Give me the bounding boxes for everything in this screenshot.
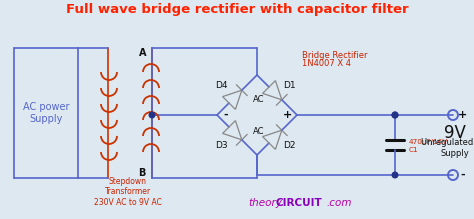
Text: Stepdown
Transformer
230V AC to 9V AC: Stepdown Transformer 230V AC to 9V AC [94,177,162,207]
Text: AC: AC [253,95,265,104]
Text: A: A [138,48,146,58]
Text: +: + [458,110,468,120]
Text: Unregulated DC
Supply: Unregulated DC Supply [421,138,474,158]
Text: D2: D2 [283,141,295,150]
Text: theory: theory [248,198,282,208]
Text: D4: D4 [215,81,227,90]
Text: AC power
Supply: AC power Supply [23,102,69,124]
Circle shape [392,112,398,118]
Text: 470uF/16V: 470uF/16V [409,139,448,145]
Text: Bridge Rectifier: Bridge Rectifier [302,51,367,60]
Text: D1: D1 [283,81,295,90]
Text: AC: AC [253,127,265,136]
Circle shape [392,112,398,118]
Circle shape [149,112,155,118]
Text: .com: .com [326,198,352,208]
Text: Full wave bridge rectifier with capacitor filter: Full wave bridge rectifier with capacito… [66,4,408,16]
Text: D3: D3 [215,141,228,150]
Text: -: - [224,110,228,120]
Text: CIRCUIT: CIRCUIT [276,198,323,208]
Text: C1: C1 [409,147,419,153]
Text: -: - [461,170,465,180]
Text: +: + [283,110,292,120]
Text: 9V: 9V [444,124,466,142]
Text: B: B [138,168,146,178]
Text: 1N4007 X 4: 1N4007 X 4 [302,58,351,67]
Circle shape [392,172,398,178]
